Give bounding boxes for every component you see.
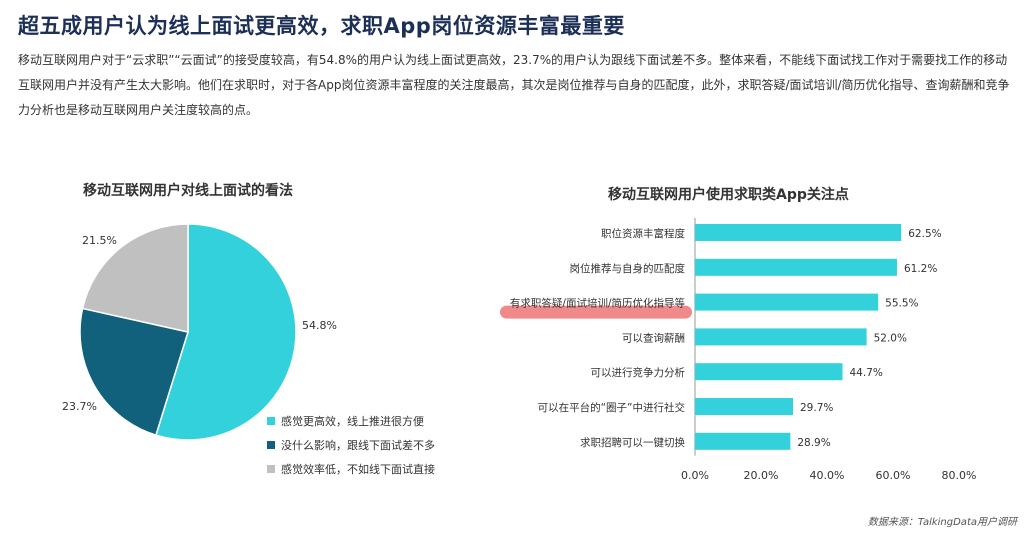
bar xyxy=(695,293,879,311)
bar xyxy=(695,328,867,346)
legend-item: 没什么影响，跟线下面试差不多 xyxy=(267,433,435,457)
category-highlight xyxy=(500,305,692,319)
x-tick-label: 60.0% xyxy=(876,469,911,482)
bar-chart-title: 移动互联网用户使用求职类App关注点 xyxy=(608,187,849,203)
bar xyxy=(695,398,794,415)
bar-value-label: 52.0% xyxy=(874,332,907,344)
pie-slice-label: 23.7% xyxy=(62,400,97,413)
legend-swatch-icon xyxy=(267,465,275,473)
category-label: 有求职答疑/面试培训/简历优化指导等 xyxy=(510,297,686,310)
bar-value-label: 29.7% xyxy=(800,402,833,414)
data-source-note: 数据来源：TalkingData用户调研 xyxy=(867,517,1017,528)
category-label: 职位资源丰富程度 xyxy=(601,227,685,240)
bar-value-label: 55.5% xyxy=(885,298,918,310)
legend-item: 感觉效率低，不如线下面试直接 xyxy=(267,457,435,481)
bar-value-label: 62.5% xyxy=(908,228,941,240)
bar-value-label: 44.7% xyxy=(850,367,883,379)
bar xyxy=(695,224,902,241)
category-label: 可以查询薪酬 xyxy=(622,331,685,344)
pie-legend: 感觉更高效，线上推进很方便 没什么影响，跟线下面试差不多 感觉效率低，不如线下面… xyxy=(267,409,435,481)
page-headline: 超五成用户认为线上面试更高效，求职App岗位资源丰富最重要 xyxy=(18,14,625,38)
category-label: 可以在平台的“圈子”中进行社交 xyxy=(538,401,686,414)
pie-slice-label: 21.5% xyxy=(82,234,117,247)
x-tick-label: 0.0% xyxy=(681,469,709,482)
category-label: 求职招聘可以一键切换 xyxy=(580,436,685,449)
bar xyxy=(695,258,897,276)
legend-swatch-icon xyxy=(267,441,275,449)
summary-paragraph: 移动互联网用户对于“云求职”“云面试”的接受度较高，有54.8%的用户认为线上面… xyxy=(18,53,1010,117)
bar xyxy=(695,363,843,381)
legend-item: 感觉更高效，线上推进很方便 xyxy=(267,409,435,433)
category-label: 可以进行竞争力分析 xyxy=(591,366,686,379)
legend-swatch-icon xyxy=(267,417,275,425)
legend-label: 没什么影响，跟线下面试差不多 xyxy=(281,439,435,452)
x-tick-label: 20.0% xyxy=(744,469,779,482)
x-tick-label: 40.0% xyxy=(810,469,845,482)
pie-slice-label: 54.8% xyxy=(302,319,337,332)
x-tick-label: 80.0% xyxy=(942,469,977,482)
legend-label: 感觉效率低，不如线下面试直接 xyxy=(281,463,435,476)
bar-value-label: 61.2% xyxy=(904,263,937,275)
category-label: 岗位推荐与自身的匹配度 xyxy=(570,262,686,275)
bar-value-label: 28.9% xyxy=(797,437,830,449)
pie-slice xyxy=(81,223,189,333)
pie-slice xyxy=(79,307,189,437)
bar xyxy=(695,432,791,450)
pie-chart-title: 移动互联网用户对线上面试的看法 xyxy=(83,183,293,199)
pie-slice xyxy=(154,223,297,441)
legend-label: 感觉更高效，线上推进很方便 xyxy=(281,415,424,428)
